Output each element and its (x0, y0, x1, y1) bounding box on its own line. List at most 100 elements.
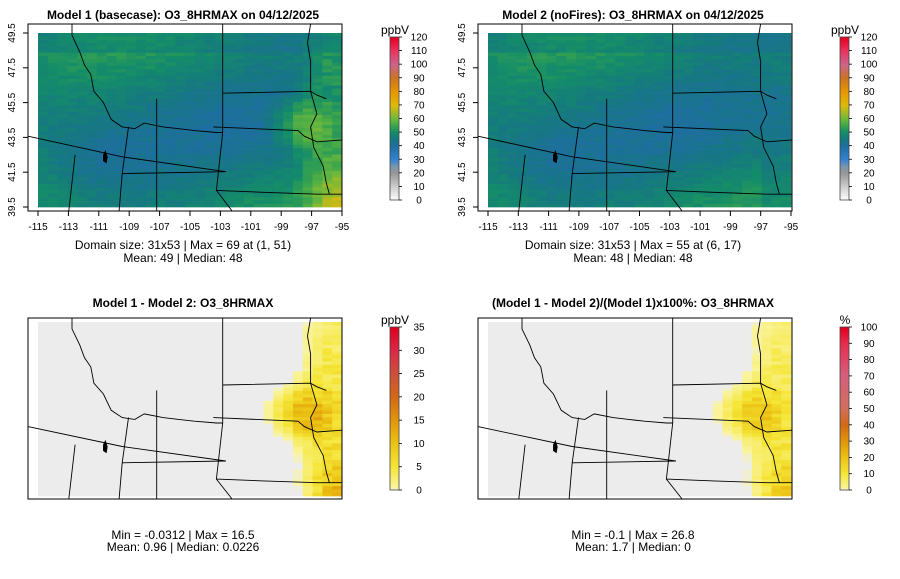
heatmap-cell (644, 55, 655, 60)
heatmap-cell (253, 95, 264, 100)
heatmap-cell (595, 164, 606, 168)
heatmap-cell (38, 157, 49, 162)
heatmap-cell (106, 190, 117, 195)
heatmap-cell (185, 476, 196, 480)
heatmap-cell (126, 489, 137, 494)
heatmap-cell (634, 108, 645, 113)
heatmap-cell (634, 157, 645, 162)
colorbar-tick-label: 110 (861, 46, 877, 57)
heatmap-cell (283, 36, 294, 40)
heatmap-cell (634, 75, 645, 80)
heatmap-cell (517, 101, 528, 106)
heatmap-cell (312, 131, 323, 136)
heatmap-cell (77, 466, 88, 471)
heatmap-cell (47, 190, 58, 195)
heatmap-cell (712, 161, 723, 165)
heatmap-cell (605, 118, 616, 122)
heatmap-cell (57, 131, 68, 136)
heatmap-cell (781, 49, 792, 54)
heatmap-cell (761, 101, 772, 106)
heatmap-cell (771, 105, 782, 109)
heatmap-cell (214, 151, 225, 155)
heatmap-cell (781, 59, 792, 63)
heatmap-cell (556, 85, 567, 90)
heatmap-cell (155, 49, 166, 54)
heatmap-cell (67, 325, 78, 329)
heatmap-cell (654, 82, 665, 86)
heatmap-cell (194, 203, 206, 208)
colorbar-segment (390, 53, 399, 56)
heatmap-cell (194, 33, 206, 37)
heatmap-cell (566, 52, 577, 57)
heatmap-cell (751, 39, 763, 44)
heatmap-cell (243, 473, 255, 477)
heatmap-cell (234, 78, 245, 83)
heatmap-cell (106, 469, 117, 474)
heatmap-cell (302, 105, 313, 109)
x-tick-label: -95 (335, 222, 350, 233)
heatmap-cell (312, 95, 323, 100)
heatmap-cell (722, 141, 733, 145)
heatmap-cell (77, 400, 88, 405)
heatmap-cell (595, 62, 606, 67)
heatmap-cell (224, 108, 235, 113)
heatmap-cell (527, 52, 538, 57)
heatmap-cell (312, 115, 323, 119)
heatmap-cell (194, 164, 206, 168)
heatmap-cell (751, 174, 763, 178)
heatmap-cell (332, 131, 343, 136)
heatmap-cell (57, 92, 68, 96)
heatmap-cell (712, 101, 723, 106)
heatmap-cell (497, 92, 508, 96)
heatmap-cell (263, 453, 274, 457)
heatmap-cell (234, 121, 245, 126)
heatmap-cell (761, 180, 772, 185)
heatmap-cell (194, 482, 206, 487)
heatmap-cell (106, 328, 117, 333)
heatmap-cell (165, 161, 176, 165)
heatmap-cell (273, 384, 284, 389)
heatmap-cell (605, 203, 616, 208)
heatmap-cell (185, 440, 196, 444)
heatmap-cell (224, 134, 235, 139)
heatmap-cell (332, 190, 343, 195)
heatmap-cell (624, 111, 635, 116)
heatmap-cell (654, 52, 665, 57)
heatmap-cell (673, 95, 684, 100)
heatmap-cell (116, 358, 127, 362)
heatmap-cell (517, 134, 528, 139)
heatmap-cell (214, 95, 225, 100)
heatmap-cell (204, 482, 215, 487)
heatmap-cell (67, 492, 78, 497)
heatmap-cell (116, 46, 127, 50)
heatmap-cell (497, 36, 508, 40)
heatmap-cell (155, 177, 166, 182)
heatmap-cell (497, 180, 508, 185)
heatmap-cell (654, 92, 665, 96)
heatmap-cell (38, 328, 49, 333)
heatmap-cell (488, 42, 499, 47)
heatmap-cell (663, 151, 675, 155)
heatmap-cell (175, 489, 186, 494)
heatmap-cell (175, 174, 186, 178)
colorbar-tick-label: 20 (413, 168, 425, 179)
heatmap-cell (185, 72, 196, 77)
heatmap-cell (605, 98, 616, 103)
heatmap-cell (781, 121, 792, 126)
heatmap-cell (145, 42, 157, 47)
heatmap-cell (214, 115, 225, 119)
heatmap-cell (712, 134, 723, 139)
heatmap-cell (654, 59, 665, 63)
x-tick-label: -109 (569, 222, 589, 233)
heatmap-cell (175, 331, 186, 336)
heatmap-cell (234, 193, 245, 198)
heatmap-cell (47, 341, 58, 346)
heatmap-cell (116, 390, 127, 395)
heatmap-cell (96, 161, 107, 165)
heatmap-cell (165, 95, 176, 100)
heatmap-cell (624, 78, 635, 83)
heatmap-cell (585, 170, 596, 175)
heatmap-cell (273, 387, 284, 392)
heatmap-cell (654, 108, 665, 113)
heatmap-cell (67, 348, 78, 352)
